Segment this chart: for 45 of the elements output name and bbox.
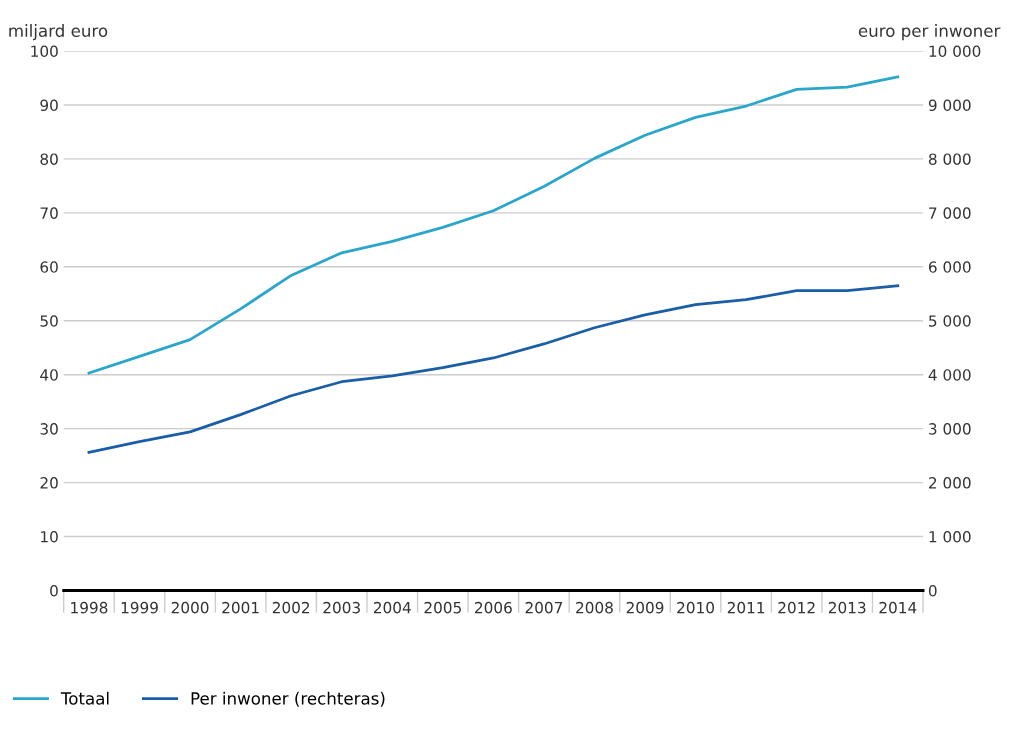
x-tick-label: 2008 [576, 601, 613, 614]
y-tick-label: 30 [40, 423, 58, 435]
x-tick-label: 1998 [71, 601, 108, 614]
y-tick-label: 60 [40, 261, 58, 273]
x-tick-label: 2014 [879, 601, 917, 614]
y2-tick-label: 4 000 [928, 369, 971, 381]
x-tick-label: 2006 [475, 601, 512, 614]
y2-tick-label: 6 000 [928, 261, 971, 273]
x-tick-label: 1999 [121, 601, 158, 614]
y2-tick-label: 3 000 [929, 423, 971, 435]
y2-axis-title: euro per inwoner [858, 24, 1001, 41]
y2-tick-label: 7 000 [929, 207, 971, 219]
x-tick-label: 2013 [828, 601, 866, 614]
y-tick-label: 0 [50, 584, 58, 597]
x-tick-label: 2005 [424, 601, 461, 614]
line-series [87, 75, 900, 375]
y-tick-label: 10 [41, 531, 58, 543]
y2-tick-label: 10 000 [929, 45, 981, 58]
y-tick-label: 40 [40, 369, 58, 381]
line-series [87, 284, 900, 454]
x-tick-label: 2000 [171, 601, 209, 614]
legend-label: Totaal [60, 691, 109, 705]
y-tick-label: 70 [40, 207, 58, 219]
y-axis-title: miljard euro [9, 24, 108, 41]
x-tick-label: 2010 [677, 601, 714, 614]
x-tick-label: 2001 [222, 601, 259, 614]
y-tick-label: 50 [40, 315, 58, 327]
y-tick-label: 100 [31, 45, 58, 58]
y2-tick-label: 0 [928, 584, 937, 597]
y-tick-label: 90 [40, 99, 58, 111]
y2-tick-label: 1 000 [929, 531, 971, 543]
y2-tick-label: 2 000 [929, 477, 971, 489]
y-tick-label: 20 [40, 477, 58, 489]
x-tick-label: 2004 [373, 601, 411, 614]
x-tick-label: 2012 [778, 601, 815, 614]
x-tick-label: 2009 [626, 601, 664, 614]
x-tick-label: 2002 [272, 601, 310, 614]
x-tick-label: 2007 [525, 601, 563, 614]
legend-label: Per inwoner (rechteras) [191, 691, 385, 707]
y2-tick-label: 5 000 [929, 315, 971, 327]
y2-tick-label: 8 000 [928, 153, 971, 165]
y-tick-label: 80 [40, 153, 58, 165]
x-tick-label: 2003 [323, 601, 360, 614]
x-tick-label: 2011 [727, 601, 765, 614]
y2-tick-label: 9 000 [928, 99, 971, 111]
